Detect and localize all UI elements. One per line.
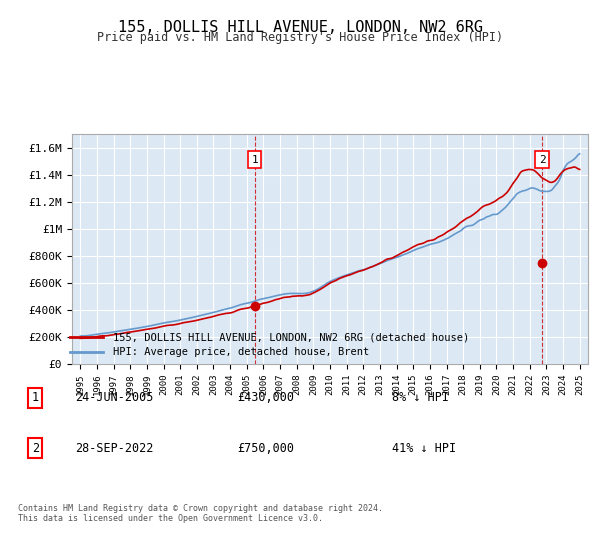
Text: Contains HM Land Registry data © Crown copyright and database right 2024.
This d: Contains HM Land Registry data © Crown c… (18, 504, 383, 524)
Text: 28-SEP-2022: 28-SEP-2022 (76, 441, 154, 455)
Text: 8% ↓ HPI: 8% ↓ HPI (392, 391, 449, 404)
Text: 41% ↓ HPI: 41% ↓ HPI (392, 441, 457, 455)
Text: 24-JUN-2005: 24-JUN-2005 (76, 391, 154, 404)
Text: 1: 1 (32, 391, 39, 404)
Text: 2: 2 (539, 155, 545, 165)
Text: 1: 1 (251, 155, 258, 165)
Text: Price paid vs. HM Land Registry's House Price Index (HPI): Price paid vs. HM Land Registry's House … (97, 31, 503, 44)
Text: £430,000: £430,000 (237, 391, 294, 404)
Text: 155, DOLLIS HILL AVENUE, LONDON, NW2 6RG (detached house): 155, DOLLIS HILL AVENUE, LONDON, NW2 6RG… (113, 332, 469, 342)
Text: 2: 2 (32, 441, 39, 455)
Text: £750,000: £750,000 (237, 441, 294, 455)
Text: HPI: Average price, detached house, Brent: HPI: Average price, detached house, Bren… (113, 347, 369, 357)
Text: 155, DOLLIS HILL AVENUE, LONDON, NW2 6RG: 155, DOLLIS HILL AVENUE, LONDON, NW2 6RG (118, 20, 482, 35)
